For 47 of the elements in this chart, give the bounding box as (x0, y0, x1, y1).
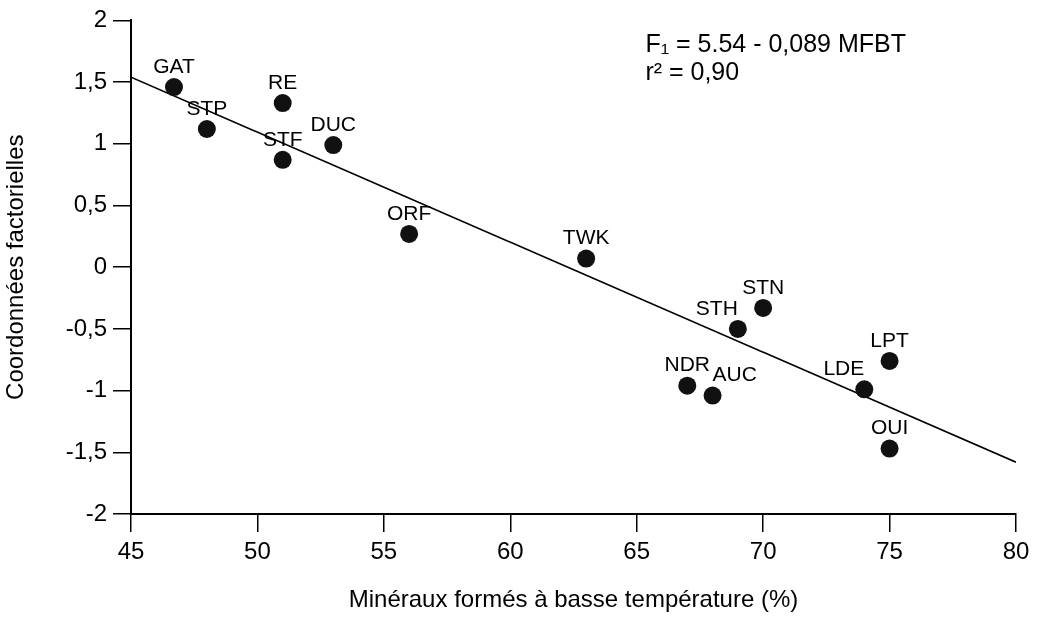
annotation: LPT (870, 327, 909, 351)
annotation: LDE (823, 356, 865, 380)
x-tick-label: 45 (117, 537, 145, 565)
annotation: F₁ = 5.54 - 0,089 MFBT (645, 28, 906, 57)
x-tick-label: 55 (370, 537, 398, 565)
y-tick-label: 1,5 (73, 66, 107, 94)
point (273, 150, 292, 169)
x-tick-label: 60 (496, 537, 524, 565)
y-tick-label: -1,5 (65, 436, 107, 464)
point (164, 78, 183, 97)
annotation: TWK (562, 225, 610, 249)
annotation: ORF (386, 200, 432, 224)
x-tick-label: 75 (876, 537, 903, 565)
point (728, 319, 747, 338)
annotation: r² = 0,90 (645, 56, 740, 85)
point (273, 94, 292, 113)
x-tick-label: 70 (749, 537, 777, 565)
point (678, 376, 697, 395)
annotation: DUC (310, 111, 357, 135)
point (703, 386, 722, 405)
x-tick-label: 80 (1002, 537, 1030, 565)
annotation: STN (742, 274, 785, 298)
y-axis-title: Coordonnées factorielles (1, 134, 29, 400)
x-tick-label: 65 (623, 537, 651, 565)
annotation: OUI (870, 415, 909, 439)
annotation: NDR (664, 352, 711, 376)
y-tick-label: 0 (93, 251, 107, 279)
y-tick-label: 0,5 (73, 190, 107, 218)
point (400, 224, 419, 243)
x-axis-title: Minéraux formés à basse température (%) (348, 585, 799, 613)
point (197, 119, 216, 138)
point (880, 439, 899, 458)
y-tick-label: 2 (93, 5, 107, 33)
point (754, 298, 773, 317)
y-tick-label: -2 (85, 498, 107, 526)
point (324, 136, 343, 155)
x-tick-label: 50 (244, 537, 271, 565)
y-tick-label: -1 (85, 375, 107, 403)
annotation: AUC (712, 362, 757, 386)
point (880, 351, 899, 370)
annotation: STH (695, 295, 738, 319)
annotation: GAT (153, 53, 195, 77)
y-tick-label: 1 (93, 128, 107, 156)
y-tick-label: -0,5 (65, 313, 107, 341)
point (577, 249, 596, 268)
point (855, 380, 874, 399)
annotation: RE (268, 69, 298, 93)
